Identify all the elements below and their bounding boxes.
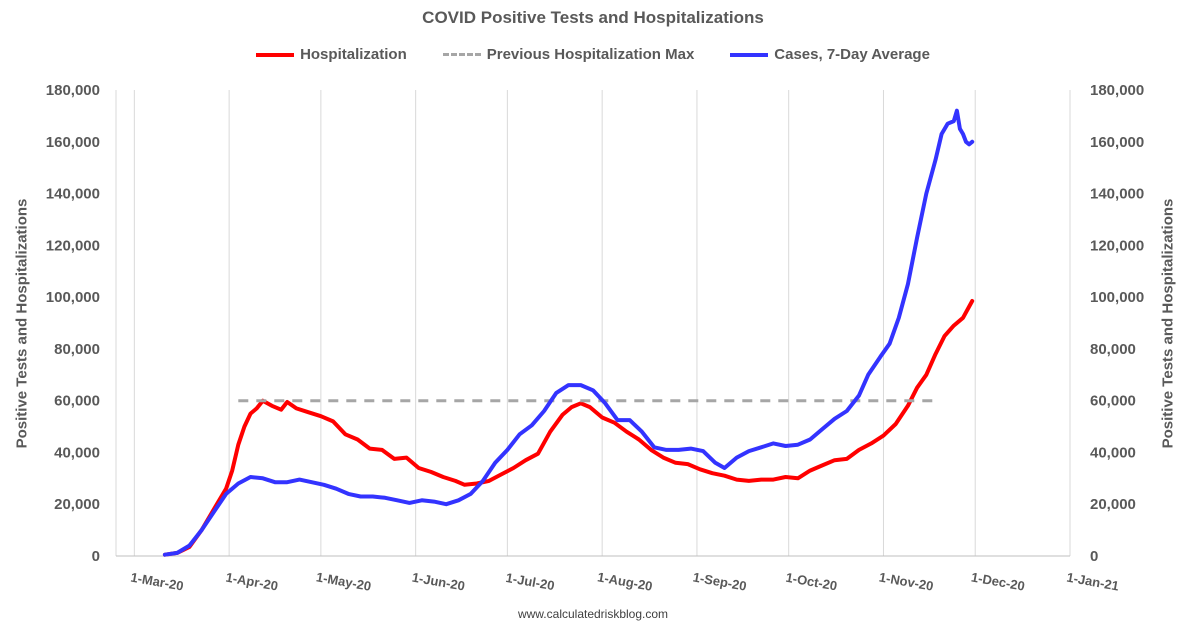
y-tick-label-left: 100,000 xyxy=(46,289,100,306)
y-tick-label-right: 160,000 xyxy=(1090,134,1144,151)
x-tick-label: 1-Jul-20 xyxy=(505,570,556,593)
x-tick-label: 1-Nov-20 xyxy=(878,569,935,593)
x-tick-label: 1-Aug-20 xyxy=(596,569,653,593)
y-tick-label-right: 40,000 xyxy=(1090,444,1136,461)
legend-item-previous-max: Previous Hospitalization Max xyxy=(442,46,695,63)
legend-label-cases: Cases, 7-Day Average xyxy=(774,46,930,63)
y-axis-label-left: Positive Tests and Hospitalizations xyxy=(13,198,31,448)
chart-legend: Hospitalization Previous Hospitalization… xyxy=(0,46,1186,63)
y-tick-label-right: 180,000 xyxy=(1090,82,1144,99)
x-tick-label: 1-Jun-20 xyxy=(411,570,466,594)
legend-item-cases: Cases, 7-Day Average xyxy=(730,46,930,63)
y-tick-label-left: 60,000 xyxy=(54,393,100,410)
x-tick-label: 1-Oct-20 xyxy=(785,570,839,594)
x-tick-label: 1-Sep-20 xyxy=(692,569,748,593)
series-line-cases xyxy=(162,108,975,557)
legend-swatch-cases xyxy=(730,52,769,57)
x-tick-label: 1-Jan-21 xyxy=(1066,570,1121,594)
y-tick-label-left: 180,000 xyxy=(46,82,100,99)
y-tick-label-right: 60,000 xyxy=(1090,393,1136,410)
y-tick-label-left: 160,000 xyxy=(46,134,100,151)
legend-swatch-previous-max xyxy=(442,53,481,56)
x-tick-label: 1-Mar-20 xyxy=(129,570,184,594)
legend-label-hospitalization: Hospitalization xyxy=(300,46,407,63)
x-tick-label: 1-Apr-20 xyxy=(225,570,280,594)
legend-item-hospitalization: Hospitalization xyxy=(256,46,407,63)
y-tick-label-left: 80,000 xyxy=(54,341,100,358)
y-tick-label-right: 100,000 xyxy=(1090,289,1144,306)
chart-title: COVID Positive Tests and Hospitalization… xyxy=(422,8,764,27)
source-credit: www.calculatedriskblog.com xyxy=(517,607,669,621)
legend-label-previous-max: Previous Hospitalization Max xyxy=(486,46,695,63)
y-tick-label-right: 140,000 xyxy=(1090,186,1144,203)
y-tick-label-left: 40,000 xyxy=(54,444,100,461)
series-line-hospitalization xyxy=(162,299,975,557)
y-tick-label-right: 0 xyxy=(1090,548,1098,565)
y-tick-label-left: 140,000 xyxy=(46,186,100,203)
y-tick-label-left: 120,000 xyxy=(46,237,100,254)
legend-swatch-hospitalization xyxy=(256,52,295,57)
y-tick-label-right: 20,000 xyxy=(1090,496,1136,513)
y-tick-label-left: 0 xyxy=(92,548,100,565)
y-tick-label-left: 20,000 xyxy=(54,496,100,513)
x-tick-label: 1-Dec-20 xyxy=(970,569,1026,593)
x-tick-label: 1-May-20 xyxy=(315,569,372,593)
y-tick-label-right: 80,000 xyxy=(1090,341,1136,358)
y-axis-label-right: Positive Tests and Hospitalizations xyxy=(1159,198,1177,448)
y-tick-label-right: 120,000 xyxy=(1090,237,1144,254)
